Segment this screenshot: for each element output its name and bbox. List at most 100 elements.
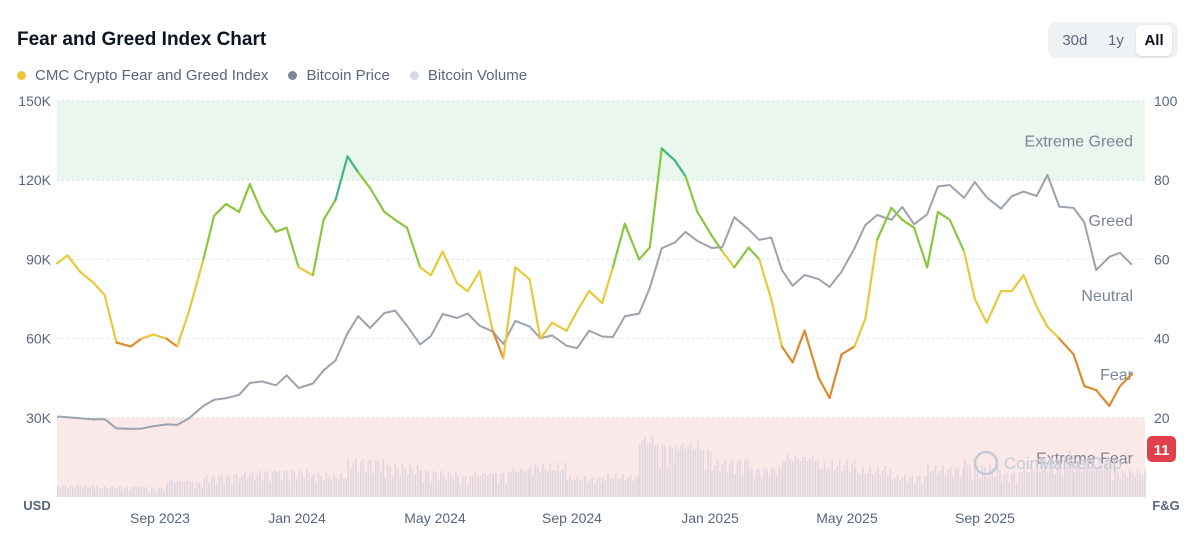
volume-bar	[976, 465, 979, 497]
fear-greed-layer	[55, 147, 1134, 407]
volume-bar	[171, 479, 174, 497]
volume-bar	[562, 468, 564, 497]
fear-greed-segment	[502, 266, 517, 360]
volume-bar	[694, 448, 697, 497]
volume-bar	[882, 470, 884, 497]
volume-bar	[306, 469, 308, 497]
volume-bar	[1026, 471, 1028, 497]
volume-bar	[452, 479, 455, 497]
volume-bar	[77, 484, 79, 497]
volume-bar	[911, 475, 914, 497]
volume-bar	[281, 479, 283, 497]
volume-bar	[462, 476, 464, 497]
legend-item-bitcoin-volume[interactable]: Bitcoin Volume	[409, 67, 528, 84]
fear-greed-segment	[673, 159, 687, 178]
volume-bar	[914, 482, 916, 497]
volume-bar	[384, 477, 386, 497]
volume-bar	[776, 475, 778, 497]
volume-bar	[495, 472, 497, 497]
volume-bar	[276, 471, 278, 497]
volume-bar	[189, 481, 191, 497]
volume-bar	[515, 471, 517, 497]
volume-bar	[604, 479, 607, 497]
volume-bar	[1136, 469, 1139, 497]
badge-background	[1147, 436, 1176, 462]
volume-bar	[59, 488, 62, 497]
fear-greed-segment	[455, 282, 469, 293]
volume-bar	[867, 472, 869, 497]
volume-bar	[482, 473, 484, 497]
volume-bar	[719, 471, 721, 497]
fear-greed-segment	[297, 266, 314, 277]
volume-bar	[375, 460, 377, 497]
x-tick-label: May 2025	[816, 510, 878, 526]
legend-item-bitcoin-price[interactable]: Bitcoin Price	[288, 67, 390, 84]
volume-bar	[445, 479, 447, 497]
volume-bar	[806, 460, 809, 497]
legend-item-fear-greed[interactable]: CMC Crypto Fear and Greed Index	[17, 67, 268, 84]
fear-greed-segment	[1010, 274, 1025, 293]
volume-bar	[899, 480, 901, 497]
volume-bar	[666, 467, 669, 497]
volume-bar	[103, 486, 106, 497]
range-1y-button[interactable]: 1y	[1107, 31, 1124, 49]
volume-bar	[1131, 473, 1134, 497]
volume-bar	[153, 487, 155, 497]
volume-bar	[507, 472, 510, 497]
fear-greed-segment	[248, 183, 263, 213]
fear-greed-segment	[1083, 385, 1098, 392]
x-tick-label: Sep 2025	[955, 510, 1015, 526]
volume-bar	[879, 474, 882, 497]
volume-bar	[721, 464, 724, 497]
legend-dot-icon	[288, 71, 298, 80]
volume-bar	[639, 444, 641, 497]
fear-greed-segment	[66, 254, 81, 273]
volume-bar	[337, 479, 340, 497]
volume-bar	[697, 440, 699, 497]
volume-bar	[833, 470, 836, 497]
volume-bar	[937, 473, 939, 497]
volume-bar	[269, 481, 271, 497]
volume-bar	[118, 486, 121, 497]
volume-bar	[213, 474, 215, 497]
range-all-button[interactable]: All	[1136, 24, 1172, 56]
volume-bar	[934, 465, 937, 497]
watermark-text: CoinMarketCap	[1004, 454, 1122, 473]
legend-label: Bitcoin Volume	[427, 67, 528, 84]
volume-bar	[1018, 472, 1021, 497]
fear-greed-segment	[394, 218, 409, 229]
fear-greed-segment	[188, 258, 205, 312]
fear-greed-segment	[660, 147, 676, 162]
volume-bar	[763, 468, 766, 497]
volume-bar	[679, 445, 682, 497]
fear-greed-segment	[466, 270, 481, 293]
volume-bar	[929, 472, 932, 497]
fear-greed-segment	[912, 226, 929, 269]
volume-bar	[459, 485, 462, 497]
volume-bar	[952, 476, 954, 497]
volume-bar	[92, 484, 94, 497]
volume-bar	[1139, 473, 1141, 497]
volume-bar	[994, 476, 996, 497]
volume-bar	[455, 471, 457, 497]
volume-bar	[949, 466, 952, 497]
volume-bar	[596, 478, 599, 497]
volume-bar	[1134, 476, 1136, 497]
x-tick-label: Sep 2023	[130, 510, 190, 526]
volume-bar	[869, 466, 872, 497]
volume-bar	[529, 467, 532, 497]
volume-bar	[133, 486, 135, 497]
volume-bar	[525, 472, 527, 497]
volume-bar	[599, 476, 601, 497]
grid-layer	[57, 100, 1145, 419]
volume-bar	[522, 470, 525, 497]
volume-bar	[62, 485, 64, 497]
volume-bar	[67, 488, 69, 497]
range-30d-button[interactable]: 30d	[1062, 31, 1088, 49]
fear-greed-segment	[1022, 274, 1038, 308]
volume-bar	[862, 466, 864, 497]
volume-bar	[736, 461, 739, 497]
volume-bar	[106, 488, 108, 497]
